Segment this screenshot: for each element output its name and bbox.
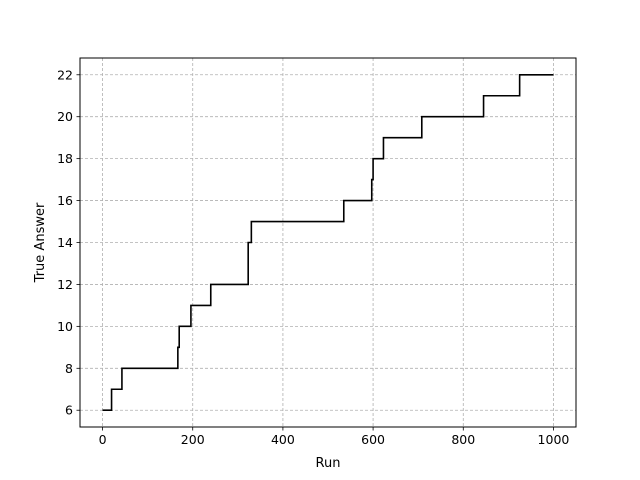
y-axis: 6 8 10 12 14 16 18 20 22 [57, 67, 80, 418]
y-tick-label: 8 [65, 361, 73, 376]
y-tick-label: 10 [57, 319, 73, 334]
y-tick-label: 14 [57, 235, 73, 250]
series-line-0 [102, 73, 554, 412]
x-axis: 0 200 400 600 800 1000 [99, 427, 570, 447]
y-tick-label: 16 [57, 193, 73, 208]
y-tick-label: 6 [65, 403, 73, 418]
y-tick-label: 20 [57, 109, 73, 124]
x-tick-label: 600 [361, 432, 385, 447]
x-tick-label: 400 [271, 432, 295, 447]
y-axis-label: True Answer [33, 202, 48, 283]
series-group [102, 73, 554, 412]
x-tick-label: 0 [99, 432, 107, 447]
x-tick-label: 200 [181, 432, 205, 447]
y-tick-label: 22 [57, 67, 73, 82]
x-tick-label: 1000 [538, 432, 570, 447]
y-tick-label: 18 [57, 151, 73, 166]
x-axis-label: Run [316, 456, 341, 471]
y-tick-label: 12 [57, 277, 73, 292]
x-tick-label: 800 [451, 432, 475, 447]
grid [80, 58, 576, 427]
